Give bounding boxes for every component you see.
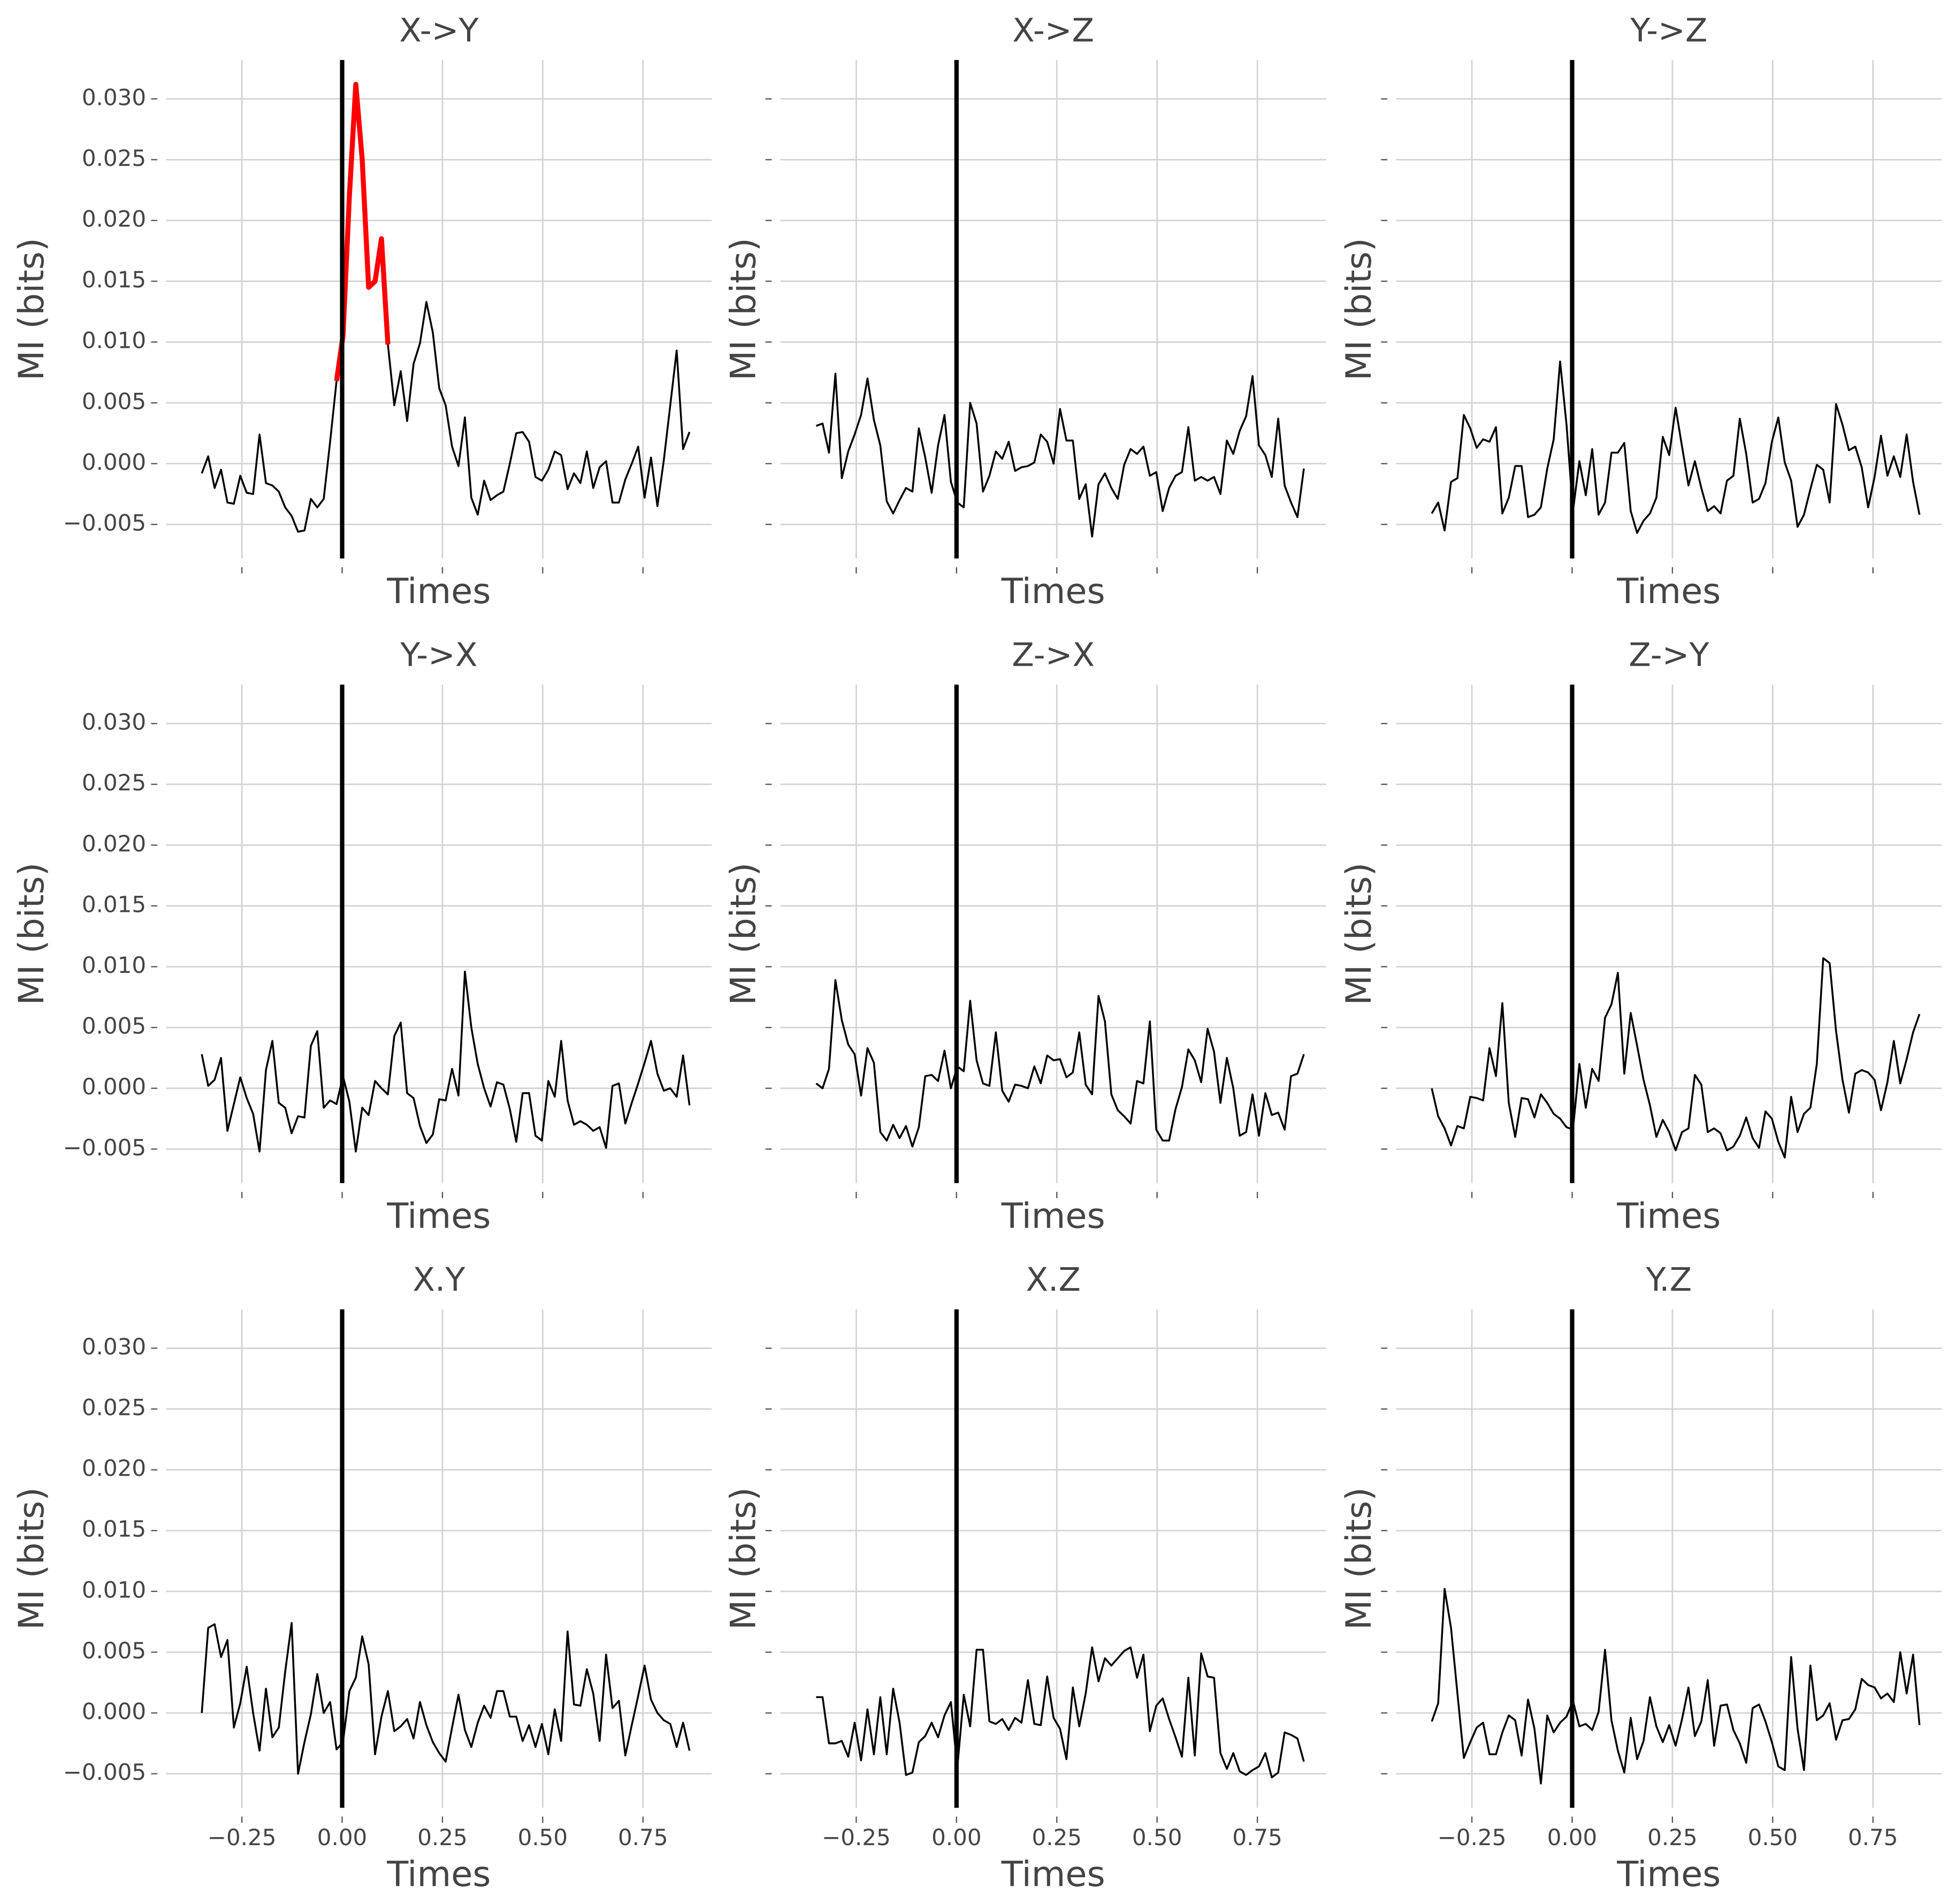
y-tick-label: −0.005: [63, 1759, 146, 1785]
y-axis-label: MI (bits): [723, 1487, 763, 1630]
y-axis-label: MI (bits): [1339, 1487, 1379, 1630]
series-line: [201, 83, 691, 533]
y-axis-label: MI (bits): [11, 238, 52, 380]
x-axis-label: Times: [1001, 1854, 1105, 1895]
y-tick-label: 0.000: [82, 1073, 146, 1100]
x-tick-label: 0.25: [417, 1824, 468, 1850]
y-tick-label: 0.020: [82, 205, 146, 232]
series-line: [816, 1646, 1305, 1779]
series-line: [201, 970, 691, 1153]
y-tick-label: 0.005: [82, 1638, 146, 1664]
series-line: [815, 372, 1305, 538]
y-tick-label: 0.030: [82, 1334, 146, 1360]
chart-title: X->Y: [399, 12, 479, 49]
x-axis-label: Times: [1001, 1195, 1105, 1236]
y-tick-label: 0.015: [82, 891, 146, 917]
y-tick-label: 0.020: [82, 1455, 146, 1481]
y-tick-label: 0.005: [82, 388, 146, 414]
chart-title: Z->Y: [1629, 637, 1709, 674]
y-tick-label: 0.015: [82, 1516, 146, 1542]
y-tick-label: 0.015: [82, 266, 146, 293]
x-tick-label: 0.50: [1748, 1824, 1798, 1850]
x-axis-label: Times: [1616, 1195, 1721, 1236]
x-axis-label: Times: [386, 1195, 491, 1236]
x-tick-label: 0.75: [1848, 1824, 1898, 1850]
y-axis-label: MI (bits): [11, 1487, 52, 1630]
series-line: [201, 1622, 691, 1775]
x-tick-label: 0.50: [518, 1824, 568, 1850]
y-tick-label: 0.000: [82, 449, 146, 475]
x-tick-label: 0.75: [1232, 1824, 1282, 1850]
x-axis-label: Times: [1616, 571, 1721, 612]
x-tick-label: −0.25: [208, 1824, 277, 1850]
x-axis-label: Times: [386, 1854, 491, 1895]
y-tick-label: 0.020: [82, 831, 146, 857]
series-line: [1431, 1588, 1921, 1785]
chart-title: Y->X: [400, 637, 477, 674]
y-axis-label: MI (bits): [11, 863, 52, 1006]
chart-title: Z->X: [1012, 637, 1095, 674]
x-tick-label: −0.25: [1438, 1824, 1507, 1850]
y-tick-label: 0.030: [82, 84, 146, 110]
x-tick-label: 0.00: [1547, 1824, 1598, 1850]
chart-title: X.Y: [412, 1261, 465, 1299]
x-tick-label: 0.25: [1647, 1824, 1698, 1850]
y-tick-label: 0.005: [82, 1013, 146, 1039]
chart-title: Y.Z: [1646, 1261, 1692, 1299]
x-tick-label: 0.50: [1132, 1824, 1182, 1850]
series-line: [815, 979, 1305, 1148]
y-tick-label: 0.030: [82, 709, 146, 735]
y-tick-label: −0.005: [63, 1134, 146, 1161]
y-tick-label: 0.025: [82, 145, 146, 171]
y-axis-label: MI (bits): [723, 863, 763, 1006]
y-tick-label: 0.010: [82, 328, 146, 354]
x-axis-label: Times: [386, 571, 491, 612]
y-tick-label: 0.025: [82, 1395, 146, 1421]
chart-title: Y->Z: [1630, 12, 1707, 49]
y-tick-label: 0.000: [82, 1699, 146, 1725]
x-tick-label: 0.25: [1032, 1824, 1082, 1850]
y-tick-label: 0.025: [82, 770, 146, 796]
y-axis-label: MI (bits): [1339, 238, 1379, 380]
chart-title: X.Z: [1026, 1261, 1080, 1299]
y-tick-label: −0.005: [63, 509, 146, 536]
x-axis-label: Times: [1001, 571, 1105, 612]
y-tick-label: 0.010: [82, 952, 146, 978]
chart-title: X->Z: [1012, 12, 1094, 49]
x-tick-label: −0.25: [822, 1824, 891, 1850]
y-tick-label: 0.010: [82, 1576, 146, 1603]
x-tick-label: 0.75: [618, 1824, 668, 1850]
series-line: [1431, 957, 1921, 1159]
x-tick-label: 0.00: [317, 1824, 368, 1850]
y-axis-label: MI (bits): [723, 238, 763, 380]
x-tick-label: 0.00: [931, 1824, 982, 1850]
y-axis-label: MI (bits): [1339, 863, 1379, 1006]
x-axis-label: Times: [1616, 1854, 1721, 1895]
series-line: [334, 81, 391, 382]
series-line: [1431, 360, 1921, 534]
